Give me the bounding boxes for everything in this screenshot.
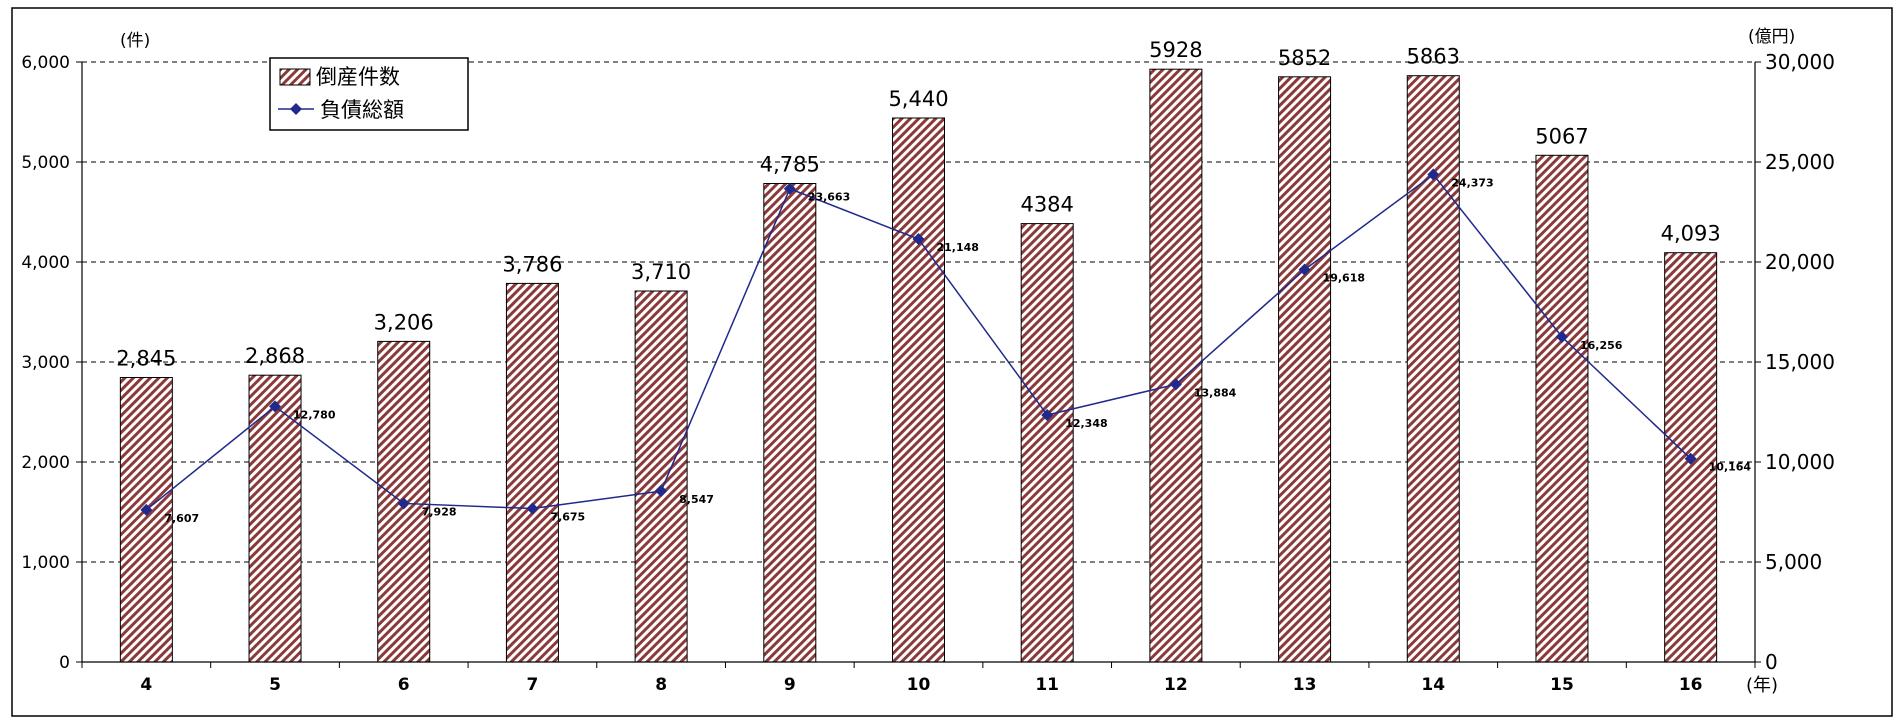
x-tick-label: 10: [907, 675, 931, 695]
y-right-tick-label: 25,000: [1765, 150, 1835, 174]
line-point: [269, 400, 282, 413]
legend-line-label: 負債総額: [320, 98, 404, 122]
line-value-label: 19,618: [1323, 272, 1365, 285]
bar-value-label: 4384: [1020, 193, 1073, 217]
line-value-label: 23,663: [808, 191, 850, 204]
bar: [248, 374, 302, 663]
line-value-label: 10,164: [1709, 461, 1752, 474]
bar: [119, 377, 173, 663]
line-value-label: 7,675: [550, 511, 585, 524]
y-left-tick-label: 0: [59, 653, 70, 673]
x-tick-label: 14: [1421, 675, 1445, 695]
y-right-tick-label: 10,000: [1765, 450, 1835, 474]
bar: [1406, 75, 1460, 663]
line-point: [1555, 330, 1568, 343]
x-tick-label: 4: [140, 675, 152, 695]
y-left-tick-label: 5,000: [21, 153, 70, 173]
axes: 0 1,000 2,000 3,000 4,000 5,000 6,000 0 5,000 10,…: [21, 50, 1835, 695]
y-left-unit-label: (件): [120, 31, 150, 51]
x-tick-label: 5: [269, 675, 281, 695]
line-point: [526, 502, 539, 515]
line-point: [912, 233, 925, 246]
bar-value-label: 3,786: [502, 252, 562, 276]
bar: [1149, 68, 1203, 663]
line-point: [397, 497, 410, 510]
y-right-tick-label: 15,000: [1765, 350, 1835, 374]
line-value-label: 16,256: [1580, 339, 1623, 352]
bar-value-label: 2,845: [116, 347, 176, 371]
bar: [1278, 76, 1332, 663]
bar-series: [119, 68, 1718, 663]
line-point: [1041, 409, 1054, 422]
line-point: [655, 485, 668, 498]
bar-value-label: 5,440: [888, 87, 948, 111]
line-value-label: 7,928: [422, 505, 457, 518]
bar-value-label: 5928: [1149, 38, 1202, 62]
y-right-tick-label: 0: [1765, 650, 1778, 674]
x-tick-label: 16: [1679, 675, 1703, 695]
bar: [763, 183, 817, 663]
x-tick-label: 8: [655, 675, 667, 695]
legend-line-marker: [290, 103, 302, 115]
bar: [1664, 252, 1718, 663]
y-left-tick-label: 2,000: [21, 453, 70, 473]
bar-value-label: 2,868: [245, 344, 305, 368]
line-point: [140, 503, 153, 516]
line-point: [1427, 168, 1440, 181]
x-tick-label: 11: [1035, 675, 1059, 695]
line-value-label: 8,547: [679, 493, 714, 506]
line-point: [1298, 263, 1311, 276]
y-left-tick-label: 6,000: [21, 53, 70, 73]
legend-bar-swatch: [279, 68, 311, 86]
line-value-label: 12,780: [293, 408, 336, 421]
bar-value-label: 3,206: [374, 310, 434, 334]
x-axis-unit-label: (年): [1746, 675, 1778, 696]
line-point: [1169, 378, 1182, 391]
y-right-tick-label: 5,000: [1765, 550, 1822, 574]
bar-value-label: 4,093: [1661, 222, 1721, 246]
bar-value-label: 3,710: [631, 260, 691, 284]
legend: 倒産件数 負債総額: [269, 57, 469, 131]
x-tick-label: 13: [1293, 675, 1317, 695]
y-left-tick-label: 1,000: [21, 553, 70, 573]
y-right-tick-label: 30,000: [1765, 50, 1835, 74]
line-value-label: 13,884: [1194, 386, 1237, 399]
line-point: [783, 182, 796, 195]
y-left-tick-label: 3,000: [21, 353, 70, 373]
line-value-label: 21,148: [937, 241, 979, 254]
y-left-tick-label: 4,000: [21, 253, 70, 273]
legend-bar-label: 倒産件数: [316, 65, 400, 89]
line-series: [140, 168, 1697, 516]
line-point: [1684, 452, 1697, 465]
x-tick-label: 9: [784, 675, 796, 695]
bar: [892, 117, 945, 663]
x-tick-label: 7: [527, 675, 539, 695]
bar: [505, 282, 559, 663]
y-right-unit-label: (億円): [1748, 27, 1795, 47]
line-value-label: 7,607: [164, 512, 199, 525]
x-tick-label: 15: [1550, 675, 1574, 695]
bar-value-label: 5863: [1407, 45, 1460, 69]
line-value-label: 24,373: [1451, 177, 1493, 190]
bar: [634, 290, 688, 663]
bar-value-label: 4,785: [760, 153, 820, 177]
x-tick-label: 6: [398, 675, 410, 695]
bar: [1020, 223, 1074, 663]
y-right-tick-label: 20,000: [1765, 250, 1835, 274]
data-labels: 2,845 2,868 3,206 3,786 3,710 4,785 5,440 4384 5…: [116, 38, 1751, 525]
x-tick-label: 12: [1164, 675, 1188, 695]
bar: [1535, 154, 1589, 663]
bar-value-label: 5852: [1278, 46, 1331, 70]
line-value-label: 12,348: [1065, 417, 1107, 430]
bar-value-label: 5067: [1535, 124, 1588, 148]
